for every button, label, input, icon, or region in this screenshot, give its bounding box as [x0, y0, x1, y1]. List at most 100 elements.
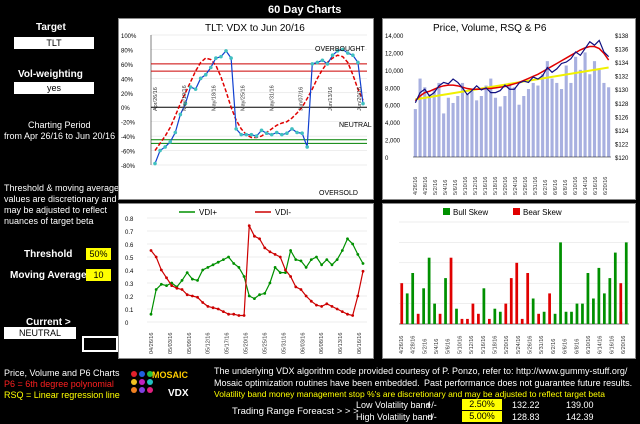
x-tick-label: Jun/13/16	[328, 87, 334, 111]
vdi-plus-point	[284, 271, 287, 274]
volume-bar	[588, 74, 592, 157]
threshold-input[interactable]: 50%	[86, 248, 111, 260]
low-band-lower: 132.22	[512, 400, 540, 410]
vdi-plus-point	[361, 262, 365, 265]
target-value[interactable]: TLT	[14, 37, 94, 49]
high-band-pct-input[interactable]: 5.00%	[462, 411, 502, 422]
vdi-minus-point	[216, 307, 220, 311]
bear-skew-bar	[487, 318, 491, 324]
volume-bar	[484, 85, 488, 157]
x-tick-label: 05/03/16	[168, 333, 174, 354]
x-tick-label: 5/20/16	[504, 336, 510, 354]
bear-skew-bar	[400, 283, 404, 324]
bull-skew-bar	[559, 242, 562, 324]
vdi-plus-point	[165, 284, 168, 287]
y-tick-label: 0.6	[125, 243, 134, 249]
x-tick-label: 5/31/16	[533, 177, 539, 195]
volume-bar	[512, 87, 516, 157]
bull-skew-bar	[444, 278, 447, 324]
x-tick-label: 5/26/16	[523, 177, 529, 195]
bull-skew-bar	[427, 257, 431, 324]
y-tick-label: -60%	[121, 150, 136, 156]
vdx-point	[173, 130, 178, 135]
vdx-point	[158, 148, 162, 153]
x-tick-label: 5/18/16	[492, 336, 498, 354]
volume-bar	[583, 52, 587, 157]
bull-skew-bar	[493, 308, 497, 324]
threshold-note: Threshold & moving average values are dis…	[4, 183, 120, 226]
volume-bar	[489, 78, 493, 157]
threshold-label: Threshold	[24, 249, 73, 260]
x-tick-label: 5/2/16	[433, 180, 439, 195]
high-band-label: High Volatility band	[356, 412, 433, 422]
x-tick-label: 05/17/16	[225, 333, 231, 354]
bull-skew-bar	[482, 288, 486, 324]
bull-skew-bar	[553, 313, 557, 324]
vdx-point	[285, 131, 289, 136]
volume-bar	[442, 113, 446, 157]
vdi-minus-point	[361, 269, 365, 273]
volume-bar	[413, 109, 417, 157]
y-tick-label: 100%	[121, 34, 137, 40]
vdi-plus-point	[351, 242, 355, 246]
bull-skew-bar	[613, 252, 617, 324]
y-tick-label-right: $130	[615, 88, 629, 94]
vdx-point	[320, 58, 325, 63]
vol-weighting-label: Vol-weighting	[18, 69, 83, 80]
vdi-minus-point	[180, 288, 184, 291]
charting-period-label: Charting Period	[28, 120, 91, 130]
y-tick-label: 20%	[121, 92, 134, 98]
y-tick-label: 0.8	[125, 217, 134, 223]
vdi-plus-point	[340, 249, 344, 252]
vdi-minus-point	[196, 295, 199, 299]
volume-bar	[607, 87, 611, 157]
vdi-plus-point	[315, 255, 318, 259]
y-tick-label: 0.7	[125, 230, 134, 236]
vdi-plus-point	[247, 294, 251, 298]
skew-chart: Bull Skew Bear Skew 4/26/16 4/28/16 5/2/16 5/…	[382, 203, 636, 359]
vol-weighting-value[interactable]: yes	[14, 82, 94, 94]
moving-average-label: Moving Average	[10, 270, 87, 281]
y-tick-label-right: $120	[615, 156, 629, 162]
price-volume-chart: Price, Volume, RSQ & P6 14,000 12,000 10,00…	[382, 18, 636, 200]
volume-bar	[597, 69, 601, 157]
high-band-upper: 142.39	[566, 412, 594, 422]
y-tick-label: 0.1	[125, 308, 134, 314]
vdx-point	[254, 134, 259, 138]
vdi-minus-point	[294, 285, 298, 289]
vdi-minus-point	[356, 294, 360, 298]
vdi-plus-point	[196, 279, 199, 282]
vdx-point	[214, 56, 218, 60]
bull-skew-bar	[592, 298, 595, 324]
low-band-pct-input[interactable]: 2.50%	[462, 399, 502, 410]
volume-bar	[470, 90, 474, 157]
x-tick-label: 6/20/16	[621, 336, 627, 354]
x-tick-label: 4/28/16	[423, 177, 429, 195]
y-tick-label-right: $134	[615, 61, 629, 67]
x-tick-label: 6/14/16	[598, 336, 604, 354]
vdi-plus-point	[330, 263, 334, 267]
vdi-minus-point	[206, 305, 210, 308]
bull-skew-bar	[422, 288, 426, 324]
x-tick-label: 5/10/16	[463, 177, 469, 195]
vdx-point	[264, 131, 269, 136]
volume-bar	[541, 74, 545, 157]
bull-skew-bar	[455, 308, 458, 324]
vdi-plus-point	[180, 279, 184, 282]
vdi-plus-point	[185, 271, 189, 274]
volume-bar	[564, 65, 568, 157]
vdi-plus-point	[253, 297, 256, 300]
legend-rsq: RSQ = Linear regression line	[4, 390, 120, 400]
bear-skew-bar	[504, 303, 508, 324]
x-tick-label: 5/31/16	[539, 336, 545, 354]
vdi-plus-line	[150, 237, 364, 315]
bull-skew-bar	[586, 273, 590, 324]
vdx-point	[178, 112, 183, 117]
vdx-point	[356, 60, 360, 65]
y-tick-label-right: $138	[615, 34, 629, 40]
vdi-minus-point	[299, 288, 303, 291]
vdi-minus-point	[268, 250, 272, 254]
x-tick-label: May/18/16	[211, 85, 217, 111]
x-tick-label: 5/12/16	[469, 336, 475, 354]
moving-average-input[interactable]: 10	[86, 269, 111, 281]
